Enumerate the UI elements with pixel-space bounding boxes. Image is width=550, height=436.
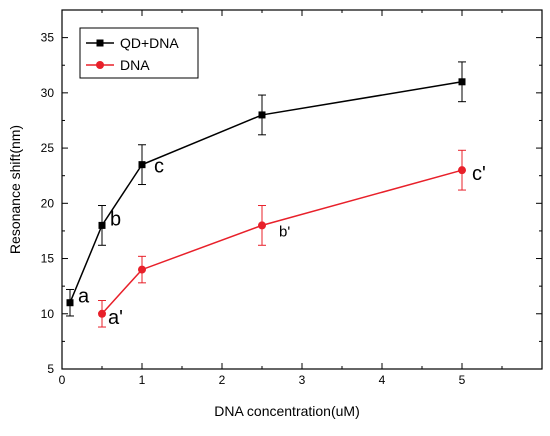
legend-box [79, 27, 199, 79]
point-label: a' [108, 307, 123, 329]
y-axis-title: Resonance shift(nm) [7, 125, 23, 254]
data-point [258, 111, 266, 119]
series-line [101, 169, 463, 315]
data-point [458, 166, 466, 175]
y-tick-label: 10 [41, 307, 55, 321]
x-tick-label: 0 [59, 373, 66, 387]
series-0 [66, 61, 466, 317]
legend-marker [96, 39, 104, 47]
x-tick-label: 3 [299, 373, 306, 387]
y-tick-label: 20 [41, 196, 55, 210]
data-point [258, 221, 266, 230]
x-tick-label: 2 [219, 373, 226, 387]
point-label: b [110, 208, 121, 230]
point-labels: a b c a' b' c' [78, 156, 486, 329]
point-label: b' [279, 223, 290, 240]
series-line [69, 81, 463, 304]
data-point [458, 78, 466, 86]
axes: 0 1 2 3 4 5 5 10 15 20 25 30 35 [41, 9, 543, 387]
series-layer [66, 61, 466, 328]
x-tick-label: 1 [139, 373, 146, 387]
y-tick-label: 25 [41, 141, 55, 155]
legend-label: DNA [120, 57, 150, 73]
x-axis-title: DNA concentration(uM) [214, 403, 360, 419]
point-label: c [154, 156, 164, 178]
legend-label: QD+DNA [120, 35, 179, 51]
data-point [138, 265, 146, 274]
y-tick-label: 15 [41, 252, 55, 266]
data-point [66, 299, 74, 307]
data-point [98, 221, 106, 229]
y-tick-label: 30 [41, 86, 55, 100]
data-point [98, 309, 106, 318]
y-tick-label: 5 [47, 362, 54, 376]
series-1 [98, 149, 466, 328]
point-label: a [78, 286, 90, 308]
legend-marker [96, 61, 104, 69]
legend: QD+DNA DNA [79, 27, 199, 79]
point-label: c' [472, 163, 486, 185]
y-tick-label: 35 [41, 31, 55, 45]
x-tick-label: 5 [459, 373, 466, 387]
data-point [138, 161, 146, 169]
x-tick-label: 4 [379, 373, 386, 387]
